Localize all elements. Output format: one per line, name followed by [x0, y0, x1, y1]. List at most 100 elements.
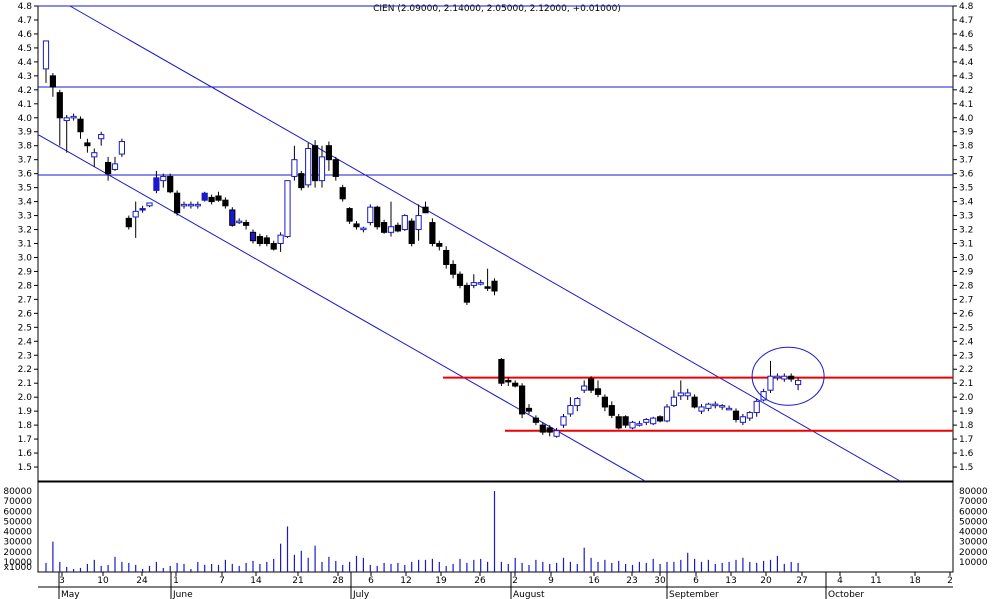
y-tick-label-right: 4.1 — [959, 100, 973, 110]
y-tick-label-left: 3.8 — [18, 142, 33, 152]
candle-body — [139, 208, 146, 211]
candle-body — [180, 203, 188, 207]
candle-body — [705, 403, 712, 409]
candle-body — [111, 163, 119, 170]
candle-body — [381, 222, 388, 233]
candle-body — [753, 400, 760, 414]
y-tick-label-left: 3.5 — [18, 184, 32, 194]
candle-body — [739, 416, 746, 423]
y-tick-label-left: 3.4 — [18, 198, 33, 208]
candle-body — [70, 115, 77, 119]
volume-tick-label-right: 10000 — [959, 558, 988, 568]
candle-body — [174, 192, 181, 214]
y-tick-label-left: 2.9 — [18, 267, 33, 277]
candle-body — [208, 196, 215, 203]
lower-trendline — [37, 134, 646, 482]
y-tick-label-right: 3.2 — [959, 226, 973, 236]
x-day-tick-label: 14 — [250, 576, 262, 586]
candle-body — [394, 224, 401, 232]
candle-body — [732, 410, 740, 421]
y-tick-label-right: 4.7 — [959, 16, 973, 26]
candle-body — [622, 416, 629, 426]
y-tick-label-left: 4.1 — [18, 100, 32, 110]
candle-body — [312, 145, 319, 182]
y-tick-label-right: 4.2 — [959, 86, 973, 96]
candle-body — [284, 180, 291, 238]
candle-body — [774, 375, 781, 379]
candle-body — [539, 424, 546, 433]
chart-title: CIEN (2.09000, 2.14000, 2.05000, 2.12000… — [373, 4, 621, 14]
x-day-tick-label: 11 — [870, 576, 881, 586]
x-day-tick-label: 23 — [626, 576, 637, 586]
y-tick-label-right: 4.8 — [959, 2, 974, 12]
y-tick-label-right: 2.2 — [959, 365, 973, 375]
x-day-tick-label: 24 — [136, 576, 148, 586]
candle-body — [332, 159, 339, 177]
y-tick-label-left: 4.8 — [18, 2, 33, 12]
month-label: June — [172, 590, 193, 599]
y-tick-label-left: 4.2 — [18, 86, 32, 96]
y-tick-label-left: 3.6 — [18, 170, 33, 180]
y-tick-label-right: 3.0 — [959, 253, 974, 263]
y-tick-label-left: 3.3 — [18, 212, 32, 222]
candle-body — [98, 134, 105, 140]
y-tick-label-left: 4.5 — [18, 44, 32, 54]
candle-body — [243, 222, 250, 226]
candle-body — [560, 416, 567, 426]
candle-body — [670, 396, 677, 407]
y-tick-label-left: 2.1 — [18, 379, 32, 389]
candle-body — [546, 427, 553, 433]
y-tick-label-right: 3.9 — [959, 128, 974, 138]
y-tick-label-right: 4.6 — [959, 30, 974, 40]
y-tick-label-left: 4.6 — [18, 30, 33, 40]
candle-body — [795, 379, 802, 386]
candle-body — [56, 92, 63, 119]
candle-body — [643, 419, 650, 423]
volume-tick-label-right: 20000 — [959, 548, 988, 558]
y-tick-label-left: 2.3 — [18, 351, 32, 361]
candle-body — [456, 273, 464, 286]
volume-unit-label: x1000 — [4, 563, 33, 573]
candle-body — [305, 148, 312, 186]
y-tick-label-right: 4.3 — [959, 72, 973, 82]
y-tick-label-left: 3.2 — [18, 226, 32, 236]
y-tick-label-left: 3.7 — [18, 156, 32, 166]
y-tick-label-left: 1.7 — [18, 435, 32, 445]
candle-body — [767, 375, 774, 391]
upper-trendline — [69, 5, 901, 482]
candle-body — [443, 249, 450, 265]
candle-body — [42, 40, 50, 70]
x-day-tick-label: 20 — [760, 576, 772, 586]
candle-body — [588, 378, 595, 391]
y-tick-label-right: 2.3 — [959, 351, 973, 361]
x-day-tick-label: 19 — [435, 576, 447, 586]
y-tick-label-left: 1.6 — [18, 449, 33, 459]
volume-tick-label-right: 40000 — [959, 528, 988, 538]
volume-tick-label-right: 70000 — [959, 497, 988, 507]
y-tick-label-right: 3.8 — [959, 142, 974, 152]
candle-body — [360, 227, 367, 231]
month-label: September — [669, 590, 719, 599]
candle-body — [91, 152, 98, 158]
candle-body — [374, 206, 381, 228]
candle-body — [567, 405, 574, 415]
y-tick-label-right: 1.6 — [959, 449, 974, 459]
candle-body — [298, 173, 305, 189]
y-tick-label-right: 1.5 — [959, 463, 973, 473]
x-day-tick-label: 12 — [400, 576, 411, 586]
x-day-tick-label: 9 — [548, 576, 554, 586]
y-tick-label-right: 3.4 — [959, 198, 974, 208]
y-tick-label-right: 2.0 — [959, 393, 974, 403]
candle-body — [118, 141, 126, 155]
volume-tick-label-right: 50000 — [959, 517, 988, 527]
candle-body — [601, 396, 608, 408]
candle-body — [346, 208, 353, 222]
candle-body — [201, 192, 208, 201]
candle-body — [132, 210, 139, 218]
volume-tick-label-left: 40000 — [3, 528, 32, 538]
candle-body — [684, 392, 691, 397]
candle-body — [512, 382, 519, 387]
x-day-tick-label: 2 — [512, 576, 518, 586]
candle-body — [249, 231, 257, 242]
x-day-tick-label: 6 — [368, 576, 374, 586]
